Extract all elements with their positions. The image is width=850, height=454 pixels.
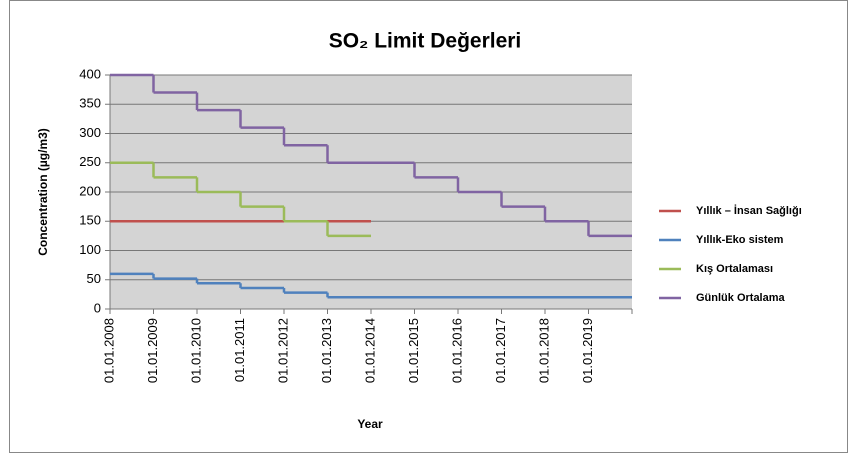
x-tick-label: 01.01.2008 (101, 318, 116, 383)
chart-title: SO₂ Limit Değerleri (329, 30, 522, 53)
x-tick-label: 01.01.2018 (536, 318, 551, 383)
y-tick-label: 350 (79, 96, 101, 111)
x-tick-label: 01.01.2011 (232, 318, 247, 382)
y-tick-label: 100 (79, 242, 101, 257)
x-tick-label: 01.01.2010 (188, 318, 203, 383)
x-axis-label: Year (357, 417, 383, 431)
legend-label: Kış Ortalaması (696, 263, 773, 275)
y-tick-label: 200 (79, 183, 101, 198)
x-tick-label: 01.01.2019 (580, 318, 595, 383)
x-tick-label: 01.01.2015 (406, 318, 421, 383)
y-axis-label: Concentration (µg/m3) (36, 128, 50, 256)
x-tick-label: 01.01.2012 (275, 318, 290, 383)
legend-label: Yıllık – İnsan Sağlığı (696, 204, 802, 217)
legend-label: Yıllık-Eko sistem (696, 234, 784, 246)
y-tick-label: 50 (87, 271, 101, 286)
x-tick-label: 01.01.2014 (362, 318, 377, 383)
x-tick-label: 01.01.2016 (449, 318, 464, 383)
legend-label: Günlük Ortalama (696, 292, 786, 304)
y-tick-label: 250 (79, 154, 101, 169)
x-tick-label: 01.01.2009 (145, 318, 160, 383)
x-tick-label: 01.01.2017 (493, 318, 508, 383)
x-tick-label: 01.01.2013 (319, 318, 334, 383)
y-tick-label: 150 (79, 213, 101, 228)
y-tick-label: 0 (94, 300, 101, 315)
y-tick-label: 300 (79, 125, 101, 140)
y-tick-label: 400 (79, 66, 101, 81)
